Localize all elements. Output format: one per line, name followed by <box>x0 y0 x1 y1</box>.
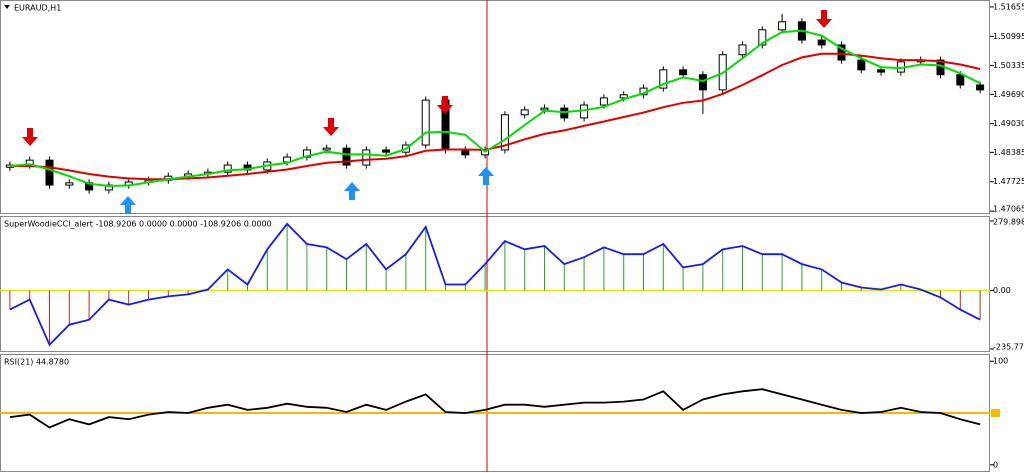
y-tick-label: 0 <box>993 460 998 469</box>
y-tick-label: 1.50995 <box>993 32 1024 41</box>
candle-body <box>778 21 787 31</box>
y-tick-label: 1.47725 <box>993 177 1024 186</box>
y-tick-label: -235.775 <box>993 343 1024 352</box>
moving-average-line <box>9 29 981 188</box>
panel-title: EURAUD,H1 <box>14 4 61 13</box>
panel-title: SuperWoodieCCI_alert -108.9206 0.0000 0.… <box>4 220 272 229</box>
price-panel <box>0 0 990 214</box>
sell-arrow <box>22 128 38 146</box>
candle-body <box>857 59 866 71</box>
candle-body <box>758 29 767 46</box>
candle-body <box>976 84 985 91</box>
y-tick-label: 1.49030 <box>993 119 1024 128</box>
rsi-line <box>9 388 981 429</box>
candle-body <box>698 74 707 91</box>
candle-body <box>322 147 331 151</box>
candle-body <box>65 182 74 186</box>
buy-arrow <box>120 196 136 214</box>
candle-body <box>45 159 54 186</box>
buy-arrow <box>478 167 494 185</box>
level-marker <box>991 409 1000 417</box>
candle-body <box>837 44 846 61</box>
candle-body <box>382 149 391 153</box>
candle-body <box>500 114 509 151</box>
candle-body <box>619 94 628 99</box>
sell-arrow <box>437 96 453 114</box>
y-tick-label: 1.47065 <box>993 205 1024 214</box>
sell-arrow <box>323 118 339 136</box>
y-tick-label: 1.50335 <box>993 61 1024 70</box>
y-tick-label: 1.51655 <box>993 2 1024 11</box>
symbol-menu-icon[interactable] <box>4 5 10 9</box>
buy-arrow <box>344 182 360 200</box>
panel-title: RSI(21) 44.8780 <box>4 358 69 367</box>
candle-body <box>342 147 351 166</box>
candle-body <box>956 74 965 86</box>
candle-body <box>877 69 886 73</box>
candle-body <box>362 149 371 166</box>
y-tick-label: 279.8981 <box>993 218 1024 227</box>
y-tick-label: 1.48385 <box>993 148 1024 157</box>
y-tick-label: 100 <box>993 357 1008 366</box>
y-tick-label: 0.00 <box>993 286 1011 295</box>
signal-arrows <box>22 10 832 214</box>
candle-body <box>223 164 232 173</box>
candle-body <box>540 107 549 111</box>
candle-body <box>520 109 529 116</box>
cci-panel <box>0 216 990 352</box>
cci-line <box>9 222 981 347</box>
candle-body <box>599 97 608 106</box>
candle-body <box>817 39 826 46</box>
y-tick-label: 1.49690 <box>993 90 1024 99</box>
candle-body <box>659 69 668 89</box>
sell-arrow <box>816 10 832 28</box>
candle-body <box>421 99 430 146</box>
candle-body <box>679 69 688 76</box>
candle-body <box>738 44 747 56</box>
candle-body <box>461 149 470 156</box>
